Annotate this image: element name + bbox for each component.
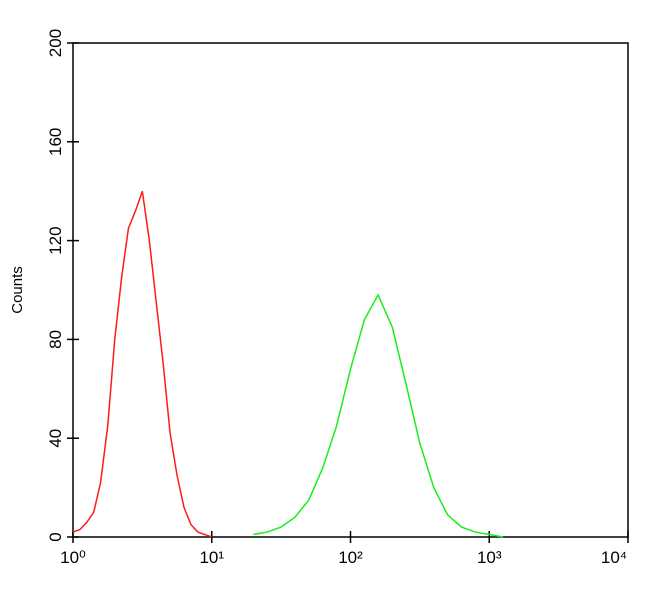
y-tick-label: 0 xyxy=(46,532,65,541)
x-tick-label: 10⁴ xyxy=(601,548,627,567)
x-tick-label: 10⁰ xyxy=(60,548,86,567)
x-tick-label: 10³ xyxy=(477,548,502,567)
y-tick-label: 40 xyxy=(46,429,65,448)
y-tick-label: 80 xyxy=(46,330,65,349)
x-tick-label: 10² xyxy=(338,548,363,567)
y-tick-label: 160 xyxy=(46,128,65,156)
x-tick-label: 10¹ xyxy=(199,548,224,567)
plot-frame xyxy=(72,42,629,538)
y-axis-label: Counts xyxy=(9,266,26,314)
histogram-line xyxy=(253,293,504,538)
histogram-line xyxy=(72,190,213,538)
y-tick-label: 120 xyxy=(46,226,65,254)
y-tick-label: 200 xyxy=(46,29,65,57)
